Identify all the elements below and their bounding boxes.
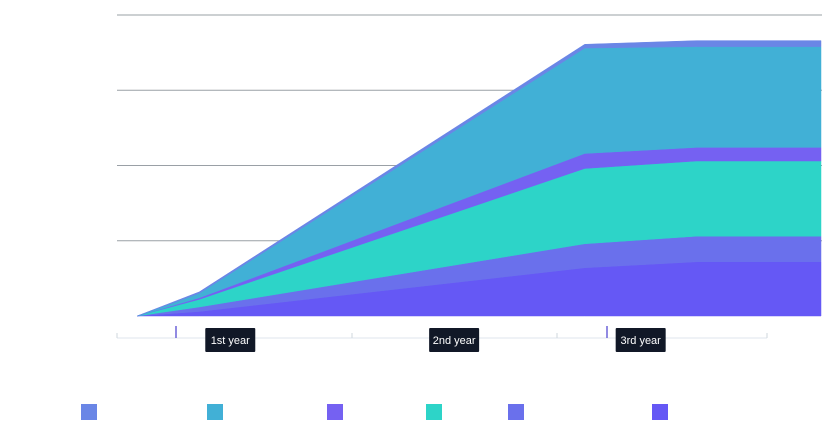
x-axis: 1st year 2nd year 3rd year [116,326,768,352]
area-series-6 [136,40,822,317]
legend-swatch-6 [652,404,668,420]
period-label-bg-2 [429,328,480,352]
period-label-bg-1 [205,328,256,352]
legend-swatch-2 [207,404,223,420]
legend-swatch-4 [426,404,442,420]
legend-swatch-1 [81,404,97,420]
legend [81,404,668,420]
period-label-bg-3 [615,328,666,352]
area-series [136,40,822,317]
period-label-2: 2nd year [433,335,476,347]
legend-swatch-3 [327,404,343,420]
legend-swatch-5 [508,404,524,420]
period-label-1: 1st year [211,335,250,347]
period-label-3: 3rd year [620,335,661,347]
